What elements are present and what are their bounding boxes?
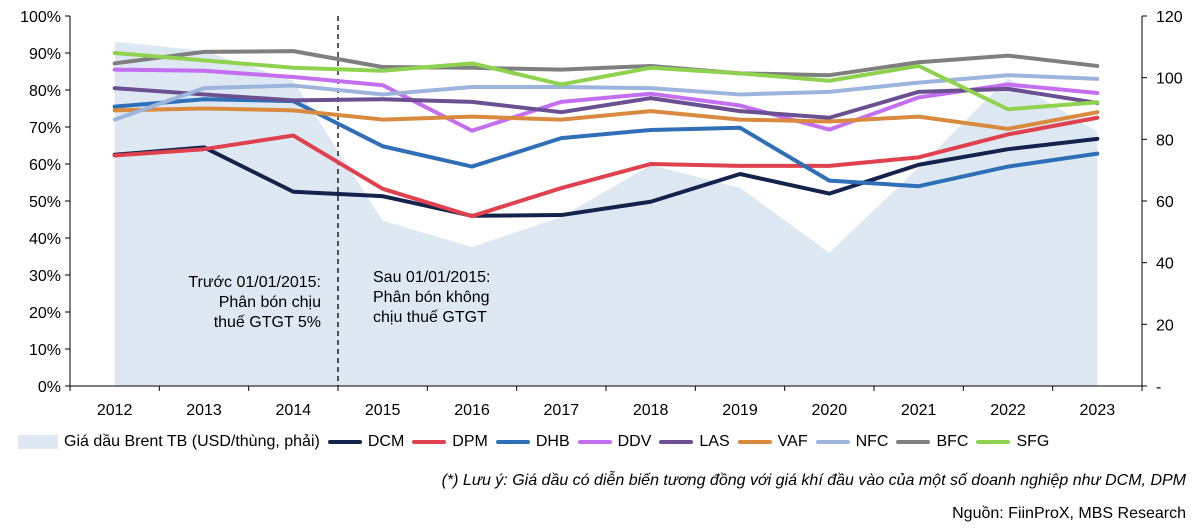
legend-label: DDV [617,433,652,450]
x-tick-label: 2019 [722,402,758,419]
x-tick-label: 2022 [990,402,1026,419]
y-right-tick-label: 120 [1156,9,1183,26]
legend-item-oil-price: Giá dầu Brent TB (USD/thùng, phải) [18,433,320,451]
annotations: Trước 01/01/2015: Phân bón chịu thuế GTGT … [188,269,490,331]
legend-label: DHB [535,433,570,450]
y-left-tick-label: 70% [29,120,61,137]
series-line-vaf [112,106,1100,131]
series-line-bfc [112,49,1100,78]
annotation-before-line: Trước 01/01/2015: [188,274,321,291]
legend-item-dpm: DPM [412,433,488,451]
legend-label: NFC [855,433,889,450]
y-left-tick-label: 80% [29,83,61,100]
y-right-tick-label: 60 [1156,194,1174,211]
legend-label: Giá dầu Brent TB (USD/thùng, phải) [64,433,320,450]
x-tick-label: 2015 [365,402,401,419]
legend: Giá dầu Brent TB (USD/thùng, phải) DCM DPM… [18,431,1057,453]
legend-item-dcm: DCM [327,433,405,451]
legend-item-vaf: VAF [737,433,808,451]
legend-item-nfc: NFC [815,433,889,451]
y-right-tick-label: 20 [1156,317,1174,334]
y-left-tick-label: 90% [29,46,61,63]
x-tick-label: 2012 [97,402,133,419]
oil-price-area [114,41,1098,386]
legend-item-dhb: DHB [495,433,570,451]
y-left-tick-label: 60% [29,157,61,174]
x-tick-label: 2014 [276,402,312,419]
legend-swatch [412,440,447,444]
oil-price-area-layer [114,41,1098,386]
y-left-tick-label: 10% [29,342,61,359]
annotation-after-line: Phân bón không [373,289,490,306]
annotation-after-line: chịu thuế GTGT [373,309,487,326]
y-right-tick-label: 40 [1156,256,1174,273]
legend-swatch [659,440,694,444]
legend-item-ddv: DDV [577,433,652,451]
x-tick-label: 2013 [186,402,222,419]
legend-swatch [327,440,362,444]
y-right-tick-label: 100 [1156,71,1183,88]
series-line-nfc [112,73,1100,122]
y-left-tick-label: 0% [38,379,61,396]
x-tick-label: 2021 [901,402,937,419]
y-right-tick-label: 80 [1156,132,1174,149]
y-left-tick-label: 100% [20,9,61,26]
x-tick-label: 2023 [1080,402,1116,419]
legend-item-las: LAS [659,433,730,451]
y-left-tick-label: 50% [29,194,61,211]
annotation-after-line: Sau 01/01/2015: [373,269,490,286]
y-left-tick-label: 30% [29,268,61,285]
series-line-dpm [112,115,1100,219]
legend-label: LAS [699,433,730,450]
y-left-tick-label: 40% [29,231,61,248]
legend-label: DPM [452,433,488,450]
tick-labels: 0% 10% 20% 30% 40% 50% 60% 70% 80% 90% 100% - 20 40 60… [20,9,1183,419]
legend-swatch [495,440,530,444]
series-line-las [112,86,1100,120]
legend-label: VAF [777,433,808,450]
legend-label: SFG [1016,433,1050,450]
source-text: Nguồn: FiinProX, MBS Research [952,505,1186,522]
x-tick-label: 2017 [544,402,580,419]
y-right-tick-label: - [1156,379,1161,396]
legend-swatch [815,440,850,444]
annotation-before-line: thuế GTGT 5% [214,314,321,331]
x-tick-label: 2016 [454,402,490,419]
y-left-tick-label: 20% [29,305,61,322]
chart: 0% 10% 20% 30% 40% 50% 60% 70% 80% 90% 100% - 20 40 60… [20,9,1183,419]
legend-swatch [976,440,1011,444]
footnote: (*) Lưu ý: Giá dầu có diễn biến tương đồ… [441,472,1186,489]
series-line-ddv [112,67,1100,133]
axes [65,15,1147,391]
x-tick-label: 2018 [633,402,669,419]
series-line-sfg [112,51,1100,112]
x-tick-label: 2020 [812,402,848,419]
series-line-dcm [112,136,1100,218]
legend-label: DCM [367,433,405,450]
legend-swatch [18,435,58,449]
legend-item-sfg: SFG [976,433,1049,451]
legend-label: BFC [936,433,969,450]
legend-swatch [737,440,772,444]
legend-item-bfc: BFC [896,433,968,451]
series-lines [112,49,1100,219]
legend-swatch [896,440,931,444]
annotation-before-line: Phân bón chịu [219,294,321,311]
legend-swatch [577,440,612,444]
